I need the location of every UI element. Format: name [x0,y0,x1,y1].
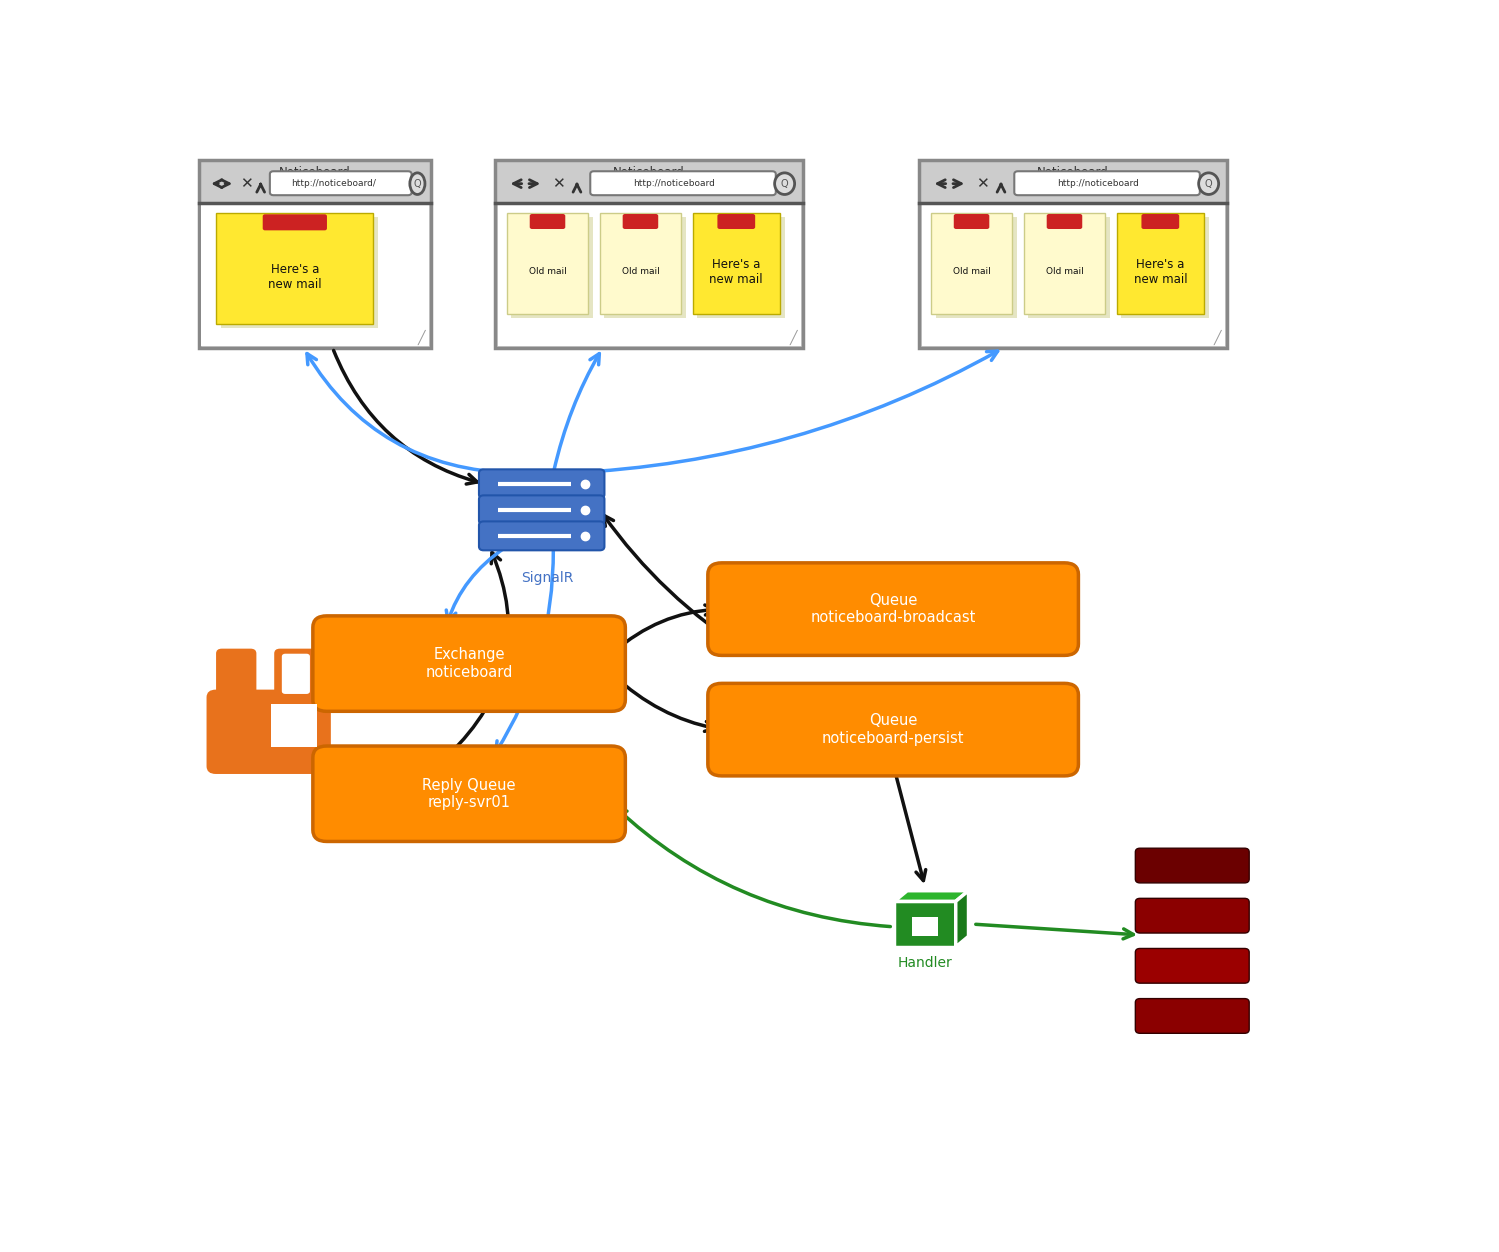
Text: Old mail: Old mail [529,267,567,277]
Text: Noticeboard: Noticeboard [613,165,685,179]
FancyBboxPatch shape [1135,999,1249,1033]
FancyBboxPatch shape [922,203,1225,346]
Text: Noticeboard: Noticeboard [279,165,351,179]
FancyBboxPatch shape [919,160,1228,348]
FancyBboxPatch shape [282,654,310,694]
Ellipse shape [775,173,794,194]
FancyBboxPatch shape [1024,213,1105,314]
Ellipse shape [409,173,424,194]
Text: Noticeboard: Noticeboard [1037,165,1109,179]
Text: Q: Q [1205,179,1213,189]
FancyBboxPatch shape [1028,217,1109,318]
FancyBboxPatch shape [604,217,685,318]
Text: Queue
noticeboard-persist: Queue noticeboard-persist [821,714,964,746]
Text: Q: Q [414,179,421,189]
Ellipse shape [1199,173,1219,194]
FancyBboxPatch shape [201,203,429,346]
Text: Old mail: Old mail [953,267,991,277]
Text: Old mail: Old mail [1046,267,1084,277]
FancyBboxPatch shape [1117,213,1204,314]
Text: Here's a
new mail: Here's a new mail [1133,258,1187,285]
FancyBboxPatch shape [953,214,989,229]
FancyBboxPatch shape [1121,217,1208,318]
Text: ╱: ╱ [790,329,797,346]
Polygon shape [895,890,968,901]
FancyBboxPatch shape [270,172,412,195]
FancyBboxPatch shape [600,213,681,314]
Text: ✕: ✕ [552,177,565,192]
FancyBboxPatch shape [931,213,1012,314]
FancyBboxPatch shape [480,521,604,551]
FancyBboxPatch shape [1135,848,1249,883]
FancyBboxPatch shape [480,470,604,498]
FancyBboxPatch shape [697,217,784,318]
FancyBboxPatch shape [220,217,378,328]
FancyBboxPatch shape [935,217,1016,318]
FancyBboxPatch shape [480,496,604,525]
Text: Here's a
new mail: Here's a new mail [268,263,322,292]
FancyBboxPatch shape [498,203,800,346]
FancyBboxPatch shape [1015,172,1199,195]
Text: ╱: ╱ [418,329,426,346]
Text: http://noticeboard: http://noticeboard [1057,179,1139,188]
FancyBboxPatch shape [718,214,755,229]
Text: ╱: ╱ [1214,329,1222,346]
FancyBboxPatch shape [708,563,1078,655]
FancyBboxPatch shape [1046,214,1082,229]
Text: Exchange
noticeboard: Exchange noticeboard [426,647,513,680]
FancyBboxPatch shape [313,746,625,841]
FancyBboxPatch shape [216,213,373,324]
Text: Q: Q [781,179,788,189]
Text: Handler: Handler [898,957,952,970]
Text: Old mail: Old mail [622,267,660,277]
FancyBboxPatch shape [507,213,588,314]
Polygon shape [895,901,956,947]
Text: SignalR: SignalR [522,571,574,585]
FancyBboxPatch shape [1135,949,1249,983]
FancyBboxPatch shape [271,704,318,747]
Text: ✕: ✕ [240,177,253,192]
FancyBboxPatch shape [207,690,331,774]
FancyBboxPatch shape [274,649,319,715]
FancyBboxPatch shape [262,214,327,230]
FancyBboxPatch shape [199,160,432,348]
Text: ✕: ✕ [976,177,989,192]
Text: Queue
noticeboard-broadcast: Queue noticeboard-broadcast [811,593,976,625]
FancyBboxPatch shape [511,217,592,318]
FancyBboxPatch shape [913,918,938,935]
Polygon shape [956,890,968,947]
FancyBboxPatch shape [693,213,779,314]
FancyBboxPatch shape [529,214,565,229]
Text: http://noticeboard/: http://noticeboard/ [291,179,376,188]
FancyBboxPatch shape [495,160,803,348]
FancyBboxPatch shape [622,214,658,229]
FancyBboxPatch shape [591,172,776,195]
FancyBboxPatch shape [313,616,625,711]
FancyBboxPatch shape [1135,899,1249,933]
Text: Here's a
new mail: Here's a new mail [709,258,763,285]
FancyBboxPatch shape [216,649,256,715]
Text: http://noticeboard: http://noticeboard [633,179,715,188]
FancyBboxPatch shape [1141,214,1180,229]
Text: HBase: HBase [1171,1008,1214,1022]
FancyBboxPatch shape [708,684,1078,776]
Text: Reply Queue
reply-svr01: Reply Queue reply-svr01 [423,777,516,810]
